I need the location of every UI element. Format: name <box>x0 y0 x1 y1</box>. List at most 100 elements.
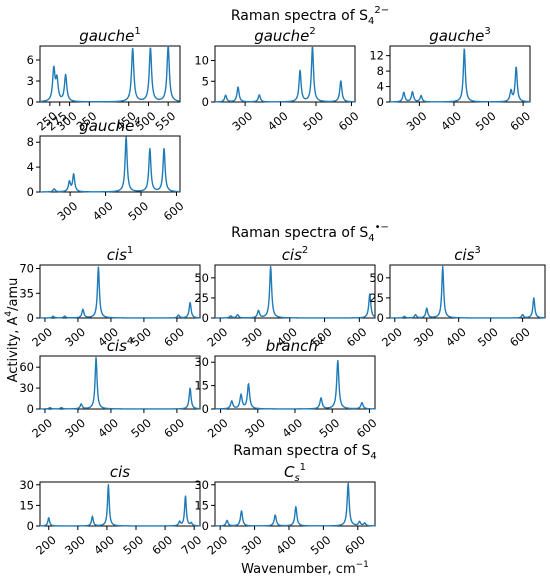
x-tick-label: 600 <box>149 533 175 558</box>
y-tick-label: 70 <box>19 262 34 276</box>
x-tick-label: 200 <box>29 325 55 350</box>
panel-frame <box>214 45 356 103</box>
x-tick-label: 600 <box>344 325 370 350</box>
group-title-s4: Raman spectra of S4 <box>233 443 377 462</box>
x-tick-label: 600 <box>342 533 368 558</box>
y-tick-label: 0 <box>377 311 384 325</box>
y-tick-label: 0 <box>27 95 34 109</box>
x-tick-label: 500 <box>120 533 146 558</box>
y-tick-label: 0 <box>202 95 209 109</box>
panel-title: cis <box>110 463 130 481</box>
x-tick-label: 200 <box>29 416 55 441</box>
panel-11: Cs1 0 15 30 200 300 400 500 600 <box>194 462 376 558</box>
y-tick-label: 12 <box>369 49 384 63</box>
x-tick-label: 550 <box>152 109 178 134</box>
y-tick-label: 15 <box>194 498 209 512</box>
y-tick-label: 25 <box>194 291 209 305</box>
x-tick-label: 300 <box>54 199 80 224</box>
y-tick-label: 0 <box>202 311 209 325</box>
y-tick-label: 4 <box>27 160 34 174</box>
x-tick-label: 300 <box>239 325 265 350</box>
y-tick-label: 30 <box>194 478 209 492</box>
panel-title: branch1 <box>266 336 325 355</box>
x-tick-label: 500 <box>473 109 499 134</box>
x-tick-label: 200 <box>204 533 230 558</box>
group-title-s4-radical: Raman spectra of S4•− <box>231 222 389 244</box>
y-tick-label: 0 <box>202 519 209 533</box>
panel-title: gauche1 <box>79 26 141 45</box>
y-tick-label: 6 <box>27 53 34 67</box>
panel-title: cis4 <box>107 336 134 355</box>
x-tick-label: 200 <box>33 533 59 558</box>
x-tick-label: 200 <box>205 325 231 350</box>
y-tick-label: 0 <box>202 402 209 416</box>
x-tick-label: 600 <box>161 199 187 224</box>
spectrum-line <box>39 136 181 193</box>
x-tick-label: 600 <box>354 416 380 441</box>
y-tick-label: 5 <box>202 74 209 88</box>
x-tick-label: 300 <box>404 109 430 134</box>
y-tick-label: 0 <box>27 519 34 533</box>
panel-7: cis3 0 25 50 200 300 400 500 600 <box>369 245 546 350</box>
y-tick-label: 0 <box>27 311 34 325</box>
y-tick-label: 3 <box>27 74 34 88</box>
y-tick-label: 30 <box>19 381 34 395</box>
x-tick-label: 400 <box>438 109 464 134</box>
y-tick-label: 50 <box>194 271 209 285</box>
x-tick-label: 200 <box>205 416 231 441</box>
x-tick-label: 500 <box>300 109 326 134</box>
x-tick-label: 500 <box>308 533 334 558</box>
x-tick-label: 600 <box>161 325 187 350</box>
y-tick-label: 30 <box>19 478 34 492</box>
panel-title: Cs1 <box>284 462 306 484</box>
panel-frame <box>389 45 531 103</box>
x-tick-label: 600 <box>336 109 362 134</box>
panel-frame <box>39 355 201 410</box>
y-tick-label: 25 <box>369 291 384 305</box>
panel-title: gauche3 <box>429 26 491 45</box>
x-tick-label: 500 <box>128 416 154 441</box>
x-tick-label: 600 <box>507 109 533 134</box>
x-tick-label: 400 <box>90 199 116 224</box>
panel-3: gauche3 04 812 300 400 500 600 <box>369 26 533 134</box>
panel-frame <box>39 481 201 527</box>
spectrum-line <box>39 266 201 319</box>
x-tick-label: 300 <box>411 325 437 350</box>
spectrum-line <box>39 45 181 103</box>
panel-8: cis4 0 30 60 200 300 400 500 600 <box>19 336 201 441</box>
group-title-s4-2minus: Raman spectra of S42− <box>231 5 389 27</box>
x-tick-label: 200 <box>379 325 405 350</box>
spectrum-line <box>39 484 201 527</box>
spectrum-line <box>214 46 356 103</box>
y-tick-label: 8 <box>27 135 34 149</box>
x-tick-label: 400 <box>95 416 121 441</box>
panel-title: cis2 <box>282 245 309 264</box>
y-tick-label: 35 <box>19 286 34 300</box>
spectrum-line <box>214 482 376 527</box>
x-tick-label: 400 <box>279 416 305 441</box>
panel-title: cis3 <box>454 245 481 264</box>
panel-title: cis1 <box>107 245 134 264</box>
x-tick-label: 500 <box>475 325 501 350</box>
spectrum-line <box>214 359 376 410</box>
panel-frame <box>39 45 181 103</box>
panel-9: branch1 0 15 30 200 300 400 500 600 <box>194 336 379 441</box>
x-tick-label: 500 <box>125 199 151 224</box>
y-tick-label: 15 <box>194 379 209 393</box>
panel-title: gauche4 <box>79 116 141 135</box>
x-tick-label: 700 <box>178 533 204 558</box>
spectrum-line <box>389 48 531 103</box>
panel-frame <box>214 355 376 410</box>
x-tick-label: 600 <box>161 416 187 441</box>
spectrum-line <box>39 356 201 410</box>
y-tick-label: 50 <box>369 271 384 285</box>
x-tick-label: 300 <box>62 416 88 441</box>
x-tick-label: 600 <box>507 325 533 350</box>
panel-2: gauche2 0 5 10 300 400 500 600 <box>194 26 361 134</box>
panel-10: cis 0 15 30 200 300 400 500 600 700 <box>19 463 204 558</box>
panel-frame <box>389 264 546 319</box>
x-tick-label: 300 <box>242 416 268 441</box>
y-tick-label: 0 <box>377 95 384 109</box>
